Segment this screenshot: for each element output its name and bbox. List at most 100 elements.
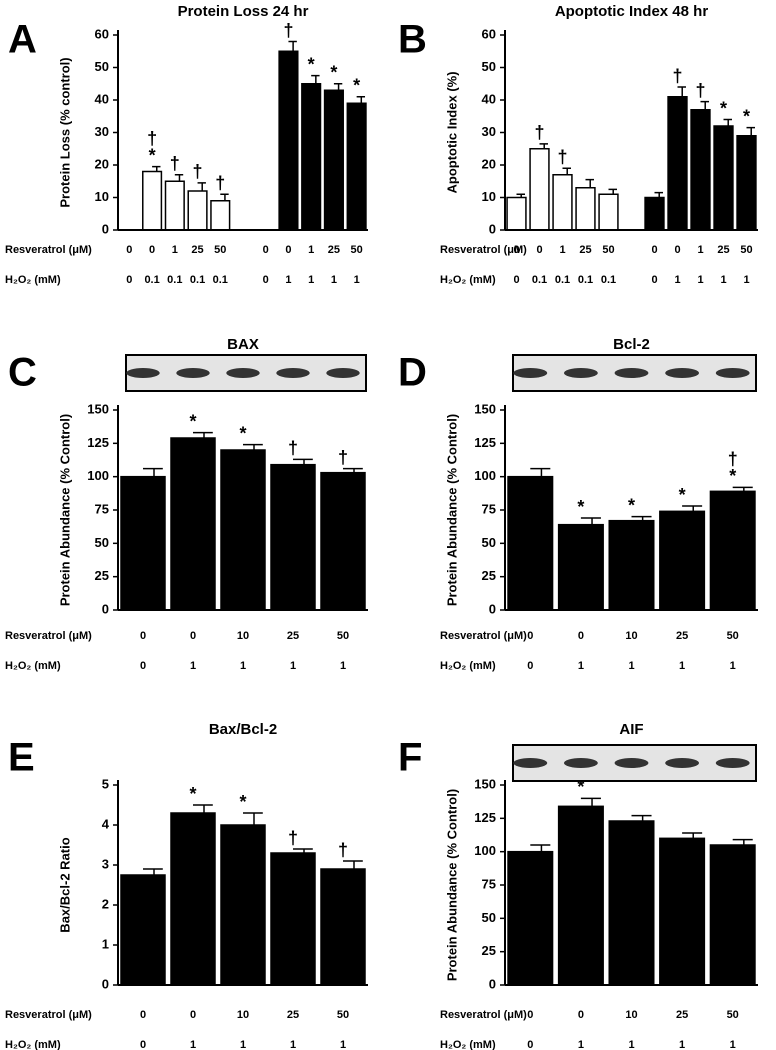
- y-tick-label: 25: [482, 568, 496, 583]
- y-tick-label: 0: [102, 221, 109, 236]
- h2o2-label: 1: [720, 274, 726, 286]
- significance-mark: †: [147, 128, 157, 148]
- resveratrol-label: 0: [578, 1009, 584, 1021]
- bar: [608, 820, 655, 986]
- y-tick-label: 1: [102, 936, 109, 951]
- significance-mark: *: [239, 423, 246, 443]
- resveratrol-label: 50: [727, 630, 739, 642]
- y-tick-label: 10: [95, 189, 109, 204]
- resveratrol-label: 10: [237, 1009, 249, 1021]
- resveratrol-label: 0: [527, 630, 533, 642]
- resveratrol-label: 50: [351, 244, 363, 256]
- y-tick-label: 10: [482, 189, 496, 204]
- y-tick-label: 0: [489, 601, 496, 616]
- significance-mark: †: [283, 20, 293, 40]
- h2o2-label: 1: [743, 274, 749, 286]
- h2o2-label: 1: [730, 1039, 736, 1050]
- h2o2-label: 0.1: [167, 274, 182, 286]
- chart-title: Bax/Bcl-2: [209, 721, 277, 738]
- resveratrol-label: 50: [727, 1009, 739, 1021]
- blot-band: [513, 368, 548, 378]
- bar: [575, 187, 596, 231]
- resveratrol-label: 0: [263, 244, 269, 256]
- panel-letter: F: [398, 736, 422, 780]
- y-tick-label: 100: [474, 843, 496, 858]
- significance-mark: †: [215, 173, 225, 193]
- blot-band: [715, 758, 750, 768]
- resveratrol-label: 0: [140, 1009, 146, 1021]
- bar: [170, 437, 216, 611]
- h2o2-label: 0: [140, 1039, 146, 1050]
- resveratrol-label: 0: [190, 630, 196, 642]
- significance-mark: *: [743, 106, 750, 126]
- significance-mark: *: [577, 497, 584, 517]
- y-tick-label: 150: [87, 401, 109, 416]
- bar: [170, 812, 216, 986]
- y-tick-label: 125: [87, 435, 109, 450]
- h2o2-label: 1: [340, 1039, 346, 1050]
- resveratrol-label: 25: [676, 630, 688, 642]
- bar: [557, 523, 604, 611]
- y-tick-label: 0: [489, 976, 496, 991]
- significance-mark: *: [189, 784, 196, 804]
- resveratrol-label: 50: [337, 630, 349, 642]
- h2o2-label: 1: [331, 274, 337, 286]
- chart-title: Bcl-2: [613, 336, 650, 353]
- bar: [120, 874, 166, 986]
- blot-band: [513, 758, 548, 768]
- bar: [507, 850, 554, 986]
- y-axis-label: Protein Abundance (% Control): [444, 414, 459, 606]
- significance-mark: *: [239, 792, 246, 812]
- significance-mark: †: [170, 154, 180, 174]
- resveratrol-label: 10: [625, 1009, 637, 1021]
- row-label: H₂O₂ (mM): [5, 1039, 61, 1050]
- h2o2-label: 1: [290, 660, 296, 672]
- bar: [120, 475, 166, 611]
- bar: [210, 200, 231, 231]
- significance-mark: †: [672, 66, 682, 86]
- resveratrol-label: 1: [559, 244, 565, 256]
- significance-mark: †: [695, 80, 705, 100]
- significance-mark: *: [149, 145, 156, 165]
- bar: [659, 837, 706, 986]
- y-axis-label: Protein Abundance (% Control): [444, 789, 459, 981]
- row-label: Resveratrol (μM): [5, 244, 92, 256]
- y-tick-label: 150: [474, 401, 496, 416]
- h2o2-label: 1: [578, 660, 584, 672]
- h2o2-label: 1: [354, 274, 360, 286]
- bar: [529, 148, 550, 231]
- significance-mark: †: [288, 828, 298, 848]
- row-label: H₂O₂ (mM): [440, 660, 496, 672]
- row-label: H₂O₂ (mM): [440, 274, 496, 286]
- bar: [270, 852, 316, 986]
- blot-band: [665, 758, 700, 768]
- y-axis-label: Apoptotic Index (%): [444, 71, 459, 193]
- h2o2-label: 0: [513, 274, 519, 286]
- significance-mark: *: [308, 54, 315, 74]
- bar: [709, 844, 756, 986]
- y-tick-label: 0: [489, 221, 496, 236]
- bar: [323, 89, 344, 231]
- resveratrol-label: 25: [287, 630, 299, 642]
- row-label: H₂O₂ (mM): [5, 274, 61, 286]
- h2o2-label: 0: [527, 1039, 533, 1050]
- bar: [552, 174, 573, 231]
- y-tick-label: 4: [102, 816, 110, 831]
- panel-letter: A: [8, 18, 37, 62]
- resveratrol-label: 50: [214, 244, 226, 256]
- y-tick-label: 75: [482, 876, 496, 891]
- resveratrol-label: 25: [579, 244, 591, 256]
- h2o2-label: 1: [628, 660, 634, 672]
- resveratrol-label: 1: [172, 244, 178, 256]
- h2o2-label: 1: [285, 274, 291, 286]
- significance-mark: †: [288, 438, 298, 458]
- resveratrol-label: 50: [337, 1009, 349, 1021]
- h2o2-label: 1: [190, 1039, 196, 1050]
- bar: [270, 463, 316, 611]
- y-tick-label: 125: [474, 435, 496, 450]
- y-axis-label: Bax/Bcl-2 Ratio: [57, 837, 72, 932]
- resveratrol-label: 10: [237, 630, 249, 642]
- significance-mark: *: [679, 485, 686, 505]
- blot-band: [614, 758, 649, 768]
